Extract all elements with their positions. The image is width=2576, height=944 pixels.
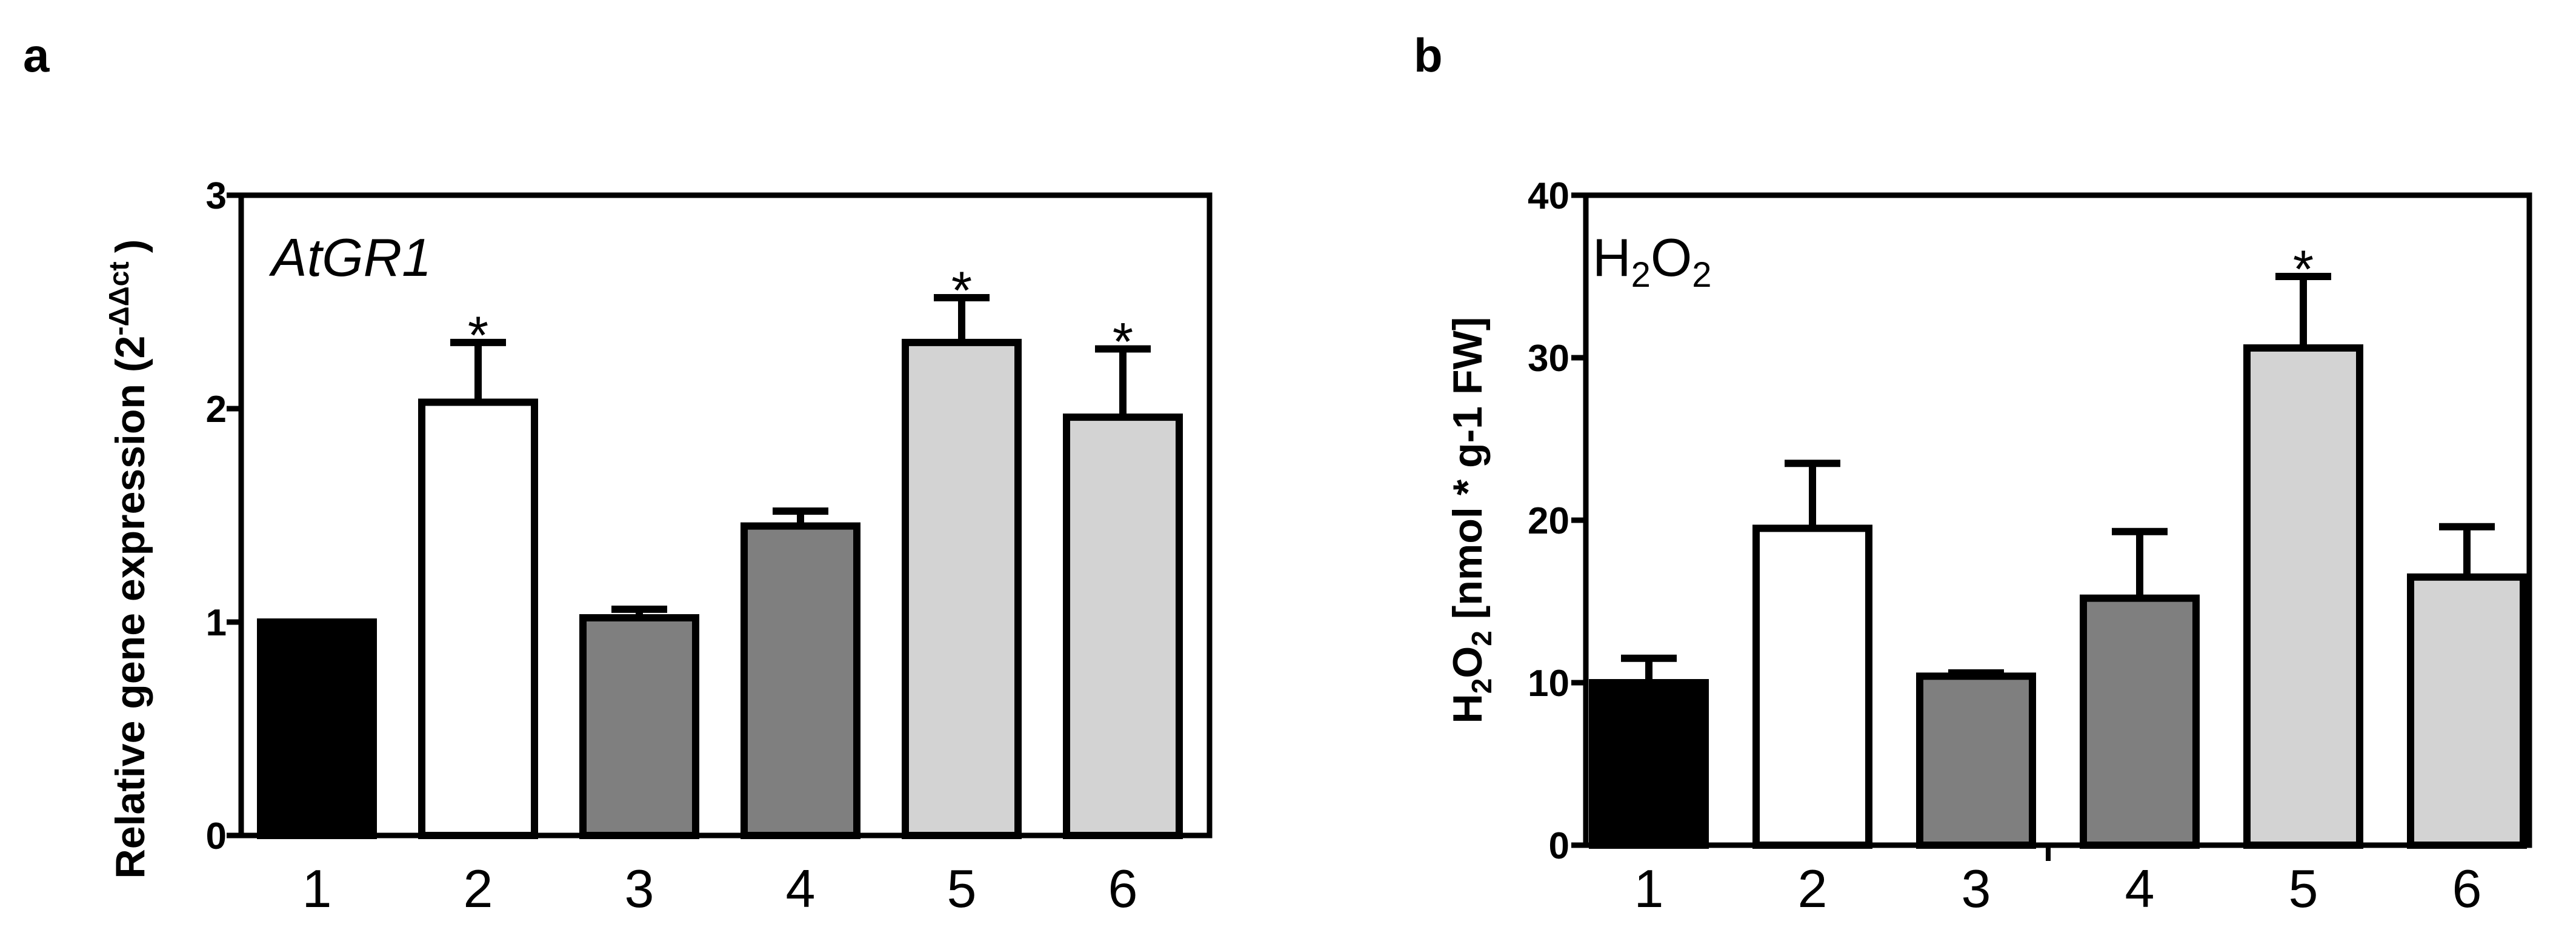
- x-tick-label-a-3: 3: [625, 859, 654, 919]
- bar-a-5: [902, 338, 1022, 839]
- y-tick-label-a-0: 0: [206, 815, 227, 857]
- x-tick-label-b-6: 6: [2452, 859, 2482, 919]
- y-tick-label-b-10: 10: [1528, 663, 1569, 705]
- bar-a-2: [418, 398, 538, 839]
- bar-b-5: [2243, 344, 2363, 849]
- bar-b-3: [1916, 672, 2036, 849]
- panel-a-y-axis-label: Relative gene expression (2-ΔΔct): [103, 239, 153, 879]
- x-tick-label-b-4: 4: [2125, 859, 2155, 919]
- x-tick-label-b-2: 2: [1798, 859, 1828, 919]
- panel-a-plot-area: 1 * 2 3 4 * 5 * 6 0 1 2 3: [206, 175, 1213, 919]
- y-tick-label-b-20: 20: [1528, 500, 1569, 542]
- x-tick-label-b-1: 1: [1634, 859, 1664, 919]
- significance-marker-a-5: *: [951, 260, 972, 320]
- panel-a-gene-label: AtGR1: [268, 227, 431, 287]
- panel-a-label: a: [23, 28, 50, 82]
- y-tick-label-b-30: 30: [1528, 338, 1569, 380]
- y-tick-label-b-40: 40: [1528, 175, 1569, 217]
- x-tick-label-a-1: 1: [302, 859, 332, 919]
- bar-a-4: [741, 522, 860, 839]
- plot-frame-a: [238, 192, 1213, 839]
- bar-b-4: [2080, 594, 2200, 849]
- y-tick-label-a-1: 1: [206, 602, 227, 644]
- bar-a-6: [1063, 413, 1183, 839]
- x-tick-label-b-5: 5: [2289, 859, 2318, 919]
- bar-b-6: [2407, 573, 2527, 849]
- significance-marker-a-2: *: [468, 305, 488, 365]
- panel-b-compound-label: H2O2: [1593, 227, 1712, 295]
- bar-a-3: [579, 614, 699, 840]
- y-tick-label-b-0: 0: [1549, 825, 1569, 867]
- significance-marker-b-5: *: [2293, 239, 2314, 299]
- x-tick-label-b-3: 3: [1962, 859, 1991, 919]
- x-tick-label-a-4: 4: [786, 859, 816, 919]
- x-tick-label-a-2: 2: [464, 859, 493, 919]
- y-tick-label-a-3: 3: [206, 175, 227, 217]
- plot-frame-b: [1583, 192, 2532, 848]
- bar-b-2: [1752, 524, 1872, 849]
- panel-b-plot-area: 1 2 3 4 * 5 6 0 10 20 30 40: [1528, 175, 2532, 919]
- y-tick-label-a-2: 2: [206, 389, 227, 430]
- panel-b-y-axis-label: H2O2 [nmol * g-1 FW]: [1445, 317, 1497, 724]
- panel-b: b H2O2 H2O2 [nmol * g-1 FW] 1 2 3 4 * 5 6 0 10 20…: [1414, 28, 2532, 919]
- bar-a-1: [257, 618, 377, 839]
- panel-b-label: b: [1414, 28, 1443, 82]
- x-tick-label-a-5: 5: [947, 859, 977, 919]
- significance-marker-a-6: *: [1113, 311, 1133, 371]
- bar-b-1: [1589, 679, 1709, 849]
- x-tick-label-a-6: 6: [1108, 859, 1138, 919]
- panel-a: a AtGR1 Relative gene expression (2-ΔΔct…: [23, 28, 1213, 919]
